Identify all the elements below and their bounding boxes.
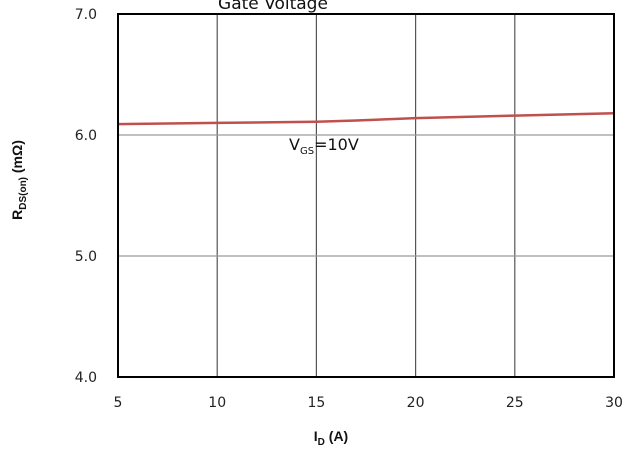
grid-lines xyxy=(118,14,614,377)
y-axis-title-sub: DS(on) xyxy=(18,177,29,210)
vgs-rest: =10V xyxy=(314,135,359,154)
x-axis-title-sub: D xyxy=(318,437,325,448)
series-layer xyxy=(117,111,615,126)
vgs-sub: GS xyxy=(300,146,314,157)
plot-area xyxy=(118,14,614,377)
series-line xyxy=(117,111,615,126)
x-axis-title-unit: (A) xyxy=(325,428,348,444)
y-tick-labels: 4.0 5.0 6.0 7.0 xyxy=(75,7,97,386)
x-tick-labels: 5 10 15 20 25 30 xyxy=(114,395,623,411)
x-tick-label: 25 xyxy=(506,395,524,411)
x-tick-label: 10 xyxy=(208,395,226,411)
x-tick-label: 15 xyxy=(307,395,325,411)
plot-border xyxy=(117,13,615,378)
y-axis-title: RDS(on) (mΩ) xyxy=(9,140,29,220)
y-axis-title-unit: (mΩ) xyxy=(9,140,25,177)
chart-title: Gate Voltage xyxy=(218,0,328,14)
vgs-annotation: VGS=10V xyxy=(289,135,359,157)
x-tick-label: 20 xyxy=(407,395,425,411)
y-tick-label: 5.0 xyxy=(75,249,97,265)
y-tick-label: 7.0 xyxy=(75,7,97,23)
x-tick-label: 5 xyxy=(114,395,123,411)
y-tick-label: 4.0 xyxy=(75,370,97,386)
x-axis-title-main: I xyxy=(314,428,318,444)
x-axis-title: ID (A) xyxy=(314,428,348,448)
vgs-main: V xyxy=(289,135,300,154)
x-tick-label: 30 xyxy=(605,395,623,411)
y-axis-title-main: R xyxy=(9,210,25,220)
y-tick-label: 6.0 xyxy=(75,128,97,144)
